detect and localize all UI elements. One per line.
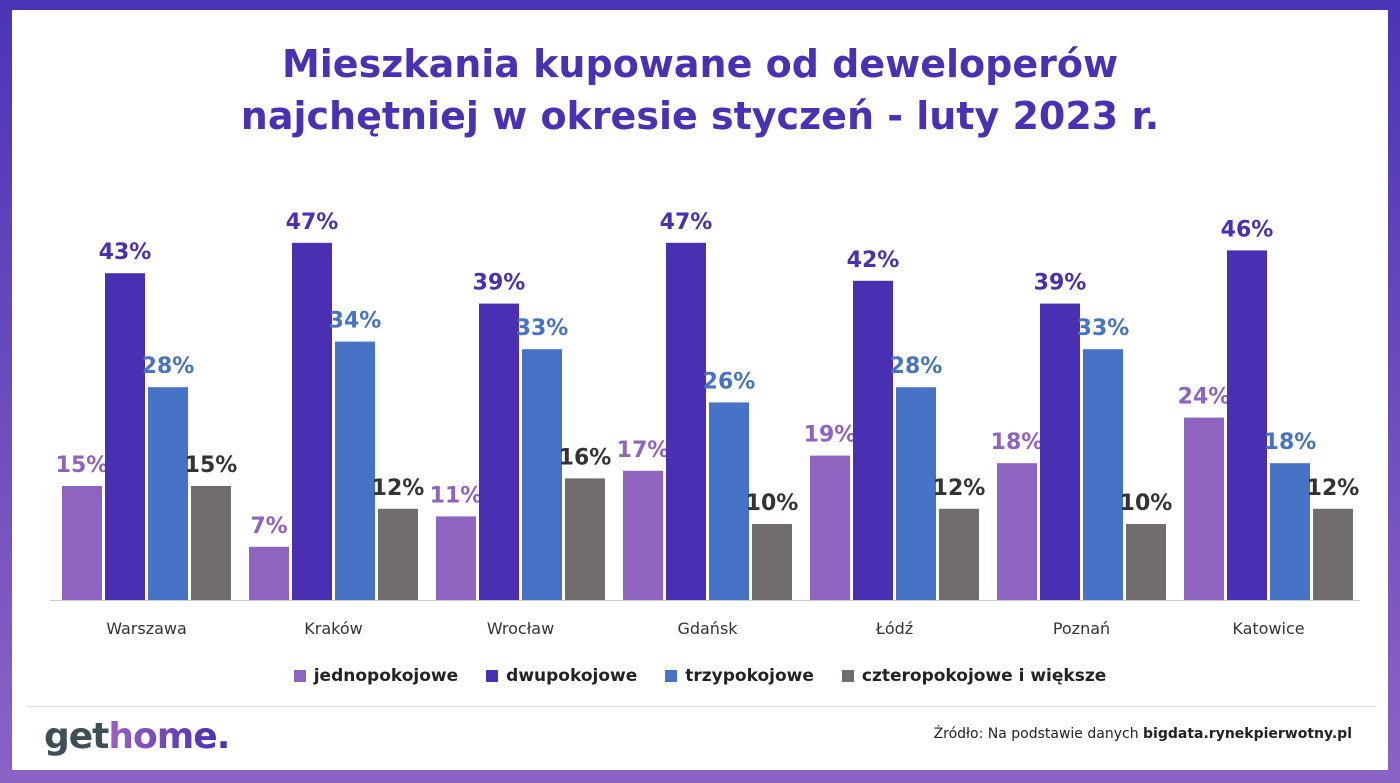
bar [1227,250,1267,600]
bar [752,524,792,600]
data-label: 24% [1178,385,1231,410]
data-label: 43% [99,240,152,265]
legend-label: jednopokojowe [313,666,459,686]
footer-divider [26,706,1376,707]
data-label: 47% [286,210,339,235]
bar [62,486,102,600]
legend-item: trzypokojowe [665,666,814,686]
legend-label: dwupokojowe [506,666,638,686]
title-line-2: najchętniej w okresie styczeń - luty 202… [240,94,1160,138]
data-label: 15% [185,453,238,478]
data-label: 7% [250,514,287,539]
legend-swatch [486,670,499,682]
bar [148,387,188,600]
x-tick-label: Łódź [875,619,913,638]
data-label: 19% [804,423,857,448]
x-tick-label: Wrocław [487,619,554,638]
bar [522,349,562,600]
data-label: 11% [430,483,483,508]
bar [565,478,605,600]
bar [105,273,145,600]
bar [939,508,979,600]
data-label: 34% [329,309,382,334]
legend-item: czteropokojowe i większe [841,666,1107,686]
bar [1313,508,1353,600]
data-label: 16% [559,445,612,470]
data-label: 18% [991,430,1044,455]
bar [666,242,706,601]
bar [1184,417,1224,600]
x-tick-label: Kraków [304,619,362,638]
x-tick-label: Gdańsk [677,619,738,638]
x-tick-label: Poznań [1053,619,1110,638]
bar [479,303,519,600]
data-label: 47% [660,210,713,235]
data-label: 12% [372,476,425,501]
source-note: Źródło: Na podstawie danych bigdata.ryne… [933,726,1352,742]
data-label: 10% [1120,491,1173,516]
bar [853,280,893,600]
legend-label: czteropokojowe i większe [861,666,1107,686]
gethome-logo: gethome. [44,716,230,757]
data-label: 39% [1034,271,1087,296]
legend: jednopokojowe dwupokojowe trzypokojowe czte… [0,666,1400,686]
data-label: 18% [1264,430,1317,455]
bar [1270,463,1310,600]
data-label: 28% [890,354,943,379]
x-tick-label: Katowice [1232,619,1304,638]
x-tick-label: Warszawa [106,619,187,638]
legend-item: dwupokojowe [486,666,637,686]
legend-swatch [665,670,678,682]
data-label: 12% [1307,476,1360,501]
legend-item: jednopokojowe [293,666,459,686]
bar [378,508,418,600]
legend-label: trzypokojowe [685,666,814,686]
bar [997,463,1037,600]
data-label: 10% [746,491,799,516]
bar [292,242,332,601]
data-label: 33% [1077,316,1130,341]
title-line-1: Mieszkania kupowane od deweloperów [281,42,1119,86]
data-label: 28% [142,354,195,379]
bar [191,486,231,600]
data-label: 26% [703,369,756,394]
data-label: 12% [933,476,986,501]
data-label: 39% [473,271,526,296]
legend-swatch [293,670,306,682]
chart-title: Mieszkania kupowane od deweloperów najch… [0,38,1400,142]
data-label: 46% [1221,217,1274,242]
data-label: 15% [56,453,109,478]
bar [436,516,476,600]
bar [709,402,749,600]
data-label: 42% [847,248,900,273]
bar [810,455,850,600]
legend-swatch [841,670,854,682]
bar [249,546,289,600]
bar [1083,349,1123,600]
bar [1126,524,1166,600]
data-label: 17% [617,438,670,463]
bar [896,387,936,600]
data-label: 33% [516,316,569,341]
bar [623,470,663,600]
bar [335,341,375,600]
bar [1040,303,1080,600]
